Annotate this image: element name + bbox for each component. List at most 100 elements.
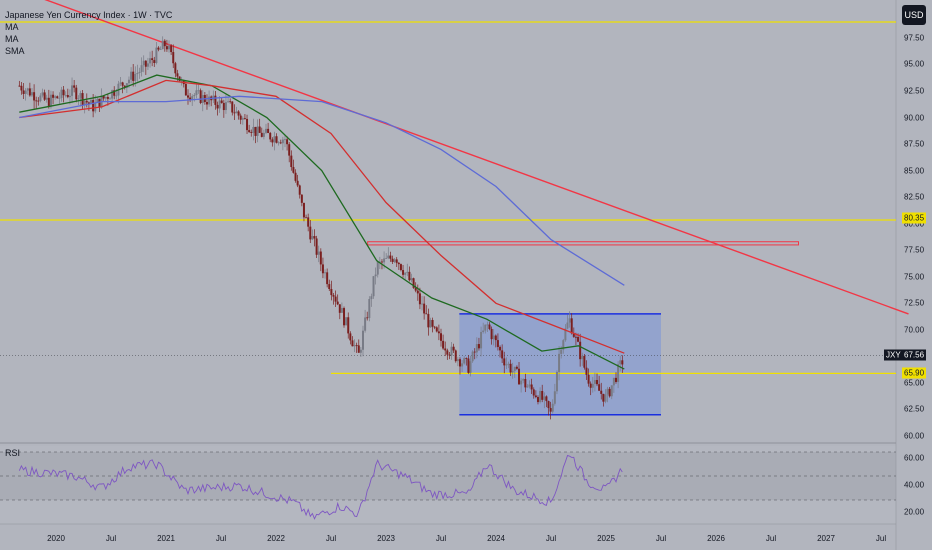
candle-body	[83, 100, 86, 105]
candle-body	[170, 45, 173, 53]
candle-body	[387, 255, 390, 259]
candle-body	[142, 60, 145, 66]
candle-body	[515, 366, 518, 369]
currency-button[interactable]: USD	[902, 5, 926, 25]
candle-body	[496, 340, 499, 347]
candle-body	[130, 71, 133, 80]
candle-body	[558, 353, 561, 372]
candle-body	[617, 364, 620, 382]
candle-body	[54, 96, 57, 98]
candle-body	[480, 331, 483, 349]
chart-title[interactable]: Japanese Yen Currency Index · 1W · TVC	[5, 10, 173, 20]
candle-body	[94, 102, 97, 112]
candle-body	[132, 71, 135, 81]
candle-body	[319, 251, 322, 265]
candle-body	[52, 94, 55, 98]
candle-body	[332, 295, 335, 297]
candle-body	[560, 349, 563, 354]
candle-body	[503, 358, 506, 366]
candle-body	[395, 259, 398, 263]
candle-body	[423, 303, 426, 314]
candle-body	[134, 74, 137, 81]
candle-body	[355, 345, 358, 347]
y-tick-label: 80.00	[904, 219, 925, 229]
x-tick-label: Jul	[545, 534, 557, 543]
candle-body	[311, 236, 314, 240]
candle-body	[66, 95, 69, 98]
candle-body	[536, 397, 539, 403]
candle-body	[368, 299, 371, 319]
symbol-tag: JXY	[884, 349, 903, 361]
candle-body	[530, 384, 533, 390]
indicator-sma[interactable]: SMA	[5, 46, 25, 56]
candle-body	[243, 118, 246, 119]
candle-body	[37, 100, 40, 102]
candle-body	[193, 94, 196, 97]
candle-body	[600, 390, 603, 394]
candle-body	[24, 90, 27, 94]
candle-body	[106, 96, 109, 99]
candle-body	[283, 139, 286, 141]
candle-body	[163, 40, 166, 47]
candle-body	[606, 388, 609, 395]
candle-body	[349, 333, 352, 341]
candle-body	[77, 98, 80, 100]
candle-body	[271, 139, 274, 143]
candle-body	[224, 102, 227, 111]
candle-body	[520, 380, 523, 385]
candle-body	[482, 330, 485, 332]
candle-body	[149, 58, 152, 64]
x-tick-label: 2020	[47, 534, 65, 543]
indicator-ma-2[interactable]: MA	[5, 34, 19, 44]
candle-body	[30, 92, 33, 96]
candle-body	[294, 172, 297, 181]
candle-body	[309, 226, 312, 240]
candle-body	[136, 72, 139, 75]
candle-body	[292, 167, 295, 173]
candle-body	[463, 358, 466, 364]
y-tick-label: 60.00	[904, 431, 925, 441]
candle-body	[165, 46, 168, 50]
candle-body	[522, 379, 525, 381]
candle-body	[197, 90, 200, 92]
candle-body	[313, 236, 316, 239]
candle-body	[18, 85, 21, 87]
candle-body	[288, 144, 291, 156]
candle-body	[509, 363, 512, 373]
x-tick-label: Jul	[435, 534, 447, 543]
candle-body	[507, 363, 510, 365]
rsi-label[interactable]: RSI	[5, 448, 21, 458]
candle-body	[90, 100, 93, 105]
candle-body	[621, 360, 624, 365]
candle-body	[391, 258, 394, 262]
candle-body	[174, 63, 177, 74]
candle-body	[545, 396, 548, 402]
candle-body	[56, 96, 59, 99]
candle-body	[465, 358, 468, 359]
candle-body	[437, 331, 440, 334]
candle-body	[347, 317, 350, 334]
candle-body	[408, 271, 411, 281]
candle-body	[290, 155, 293, 168]
candle-body	[446, 350, 449, 355]
candle-body	[237, 111, 240, 116]
candle-body	[435, 327, 438, 332]
y-tick-label: 75.00	[904, 272, 925, 282]
candle-body	[383, 258, 386, 263]
candle-body	[414, 287, 417, 291]
candle-body	[389, 255, 392, 259]
candle-body	[328, 284, 331, 290]
candle-body	[75, 87, 78, 100]
rsi-tick-20: 20.00	[904, 507, 925, 517]
candle-body	[235, 111, 238, 114]
candle-body	[574, 336, 577, 338]
candle-body	[265, 128, 268, 133]
candle-body	[39, 95, 42, 101]
indicator-ma-1[interactable]: MA	[5, 22, 19, 32]
candle-body	[374, 274, 377, 277]
moving-average-1	[19, 79, 625, 354]
candle-body	[172, 52, 175, 64]
candle-body	[296, 180, 299, 186]
